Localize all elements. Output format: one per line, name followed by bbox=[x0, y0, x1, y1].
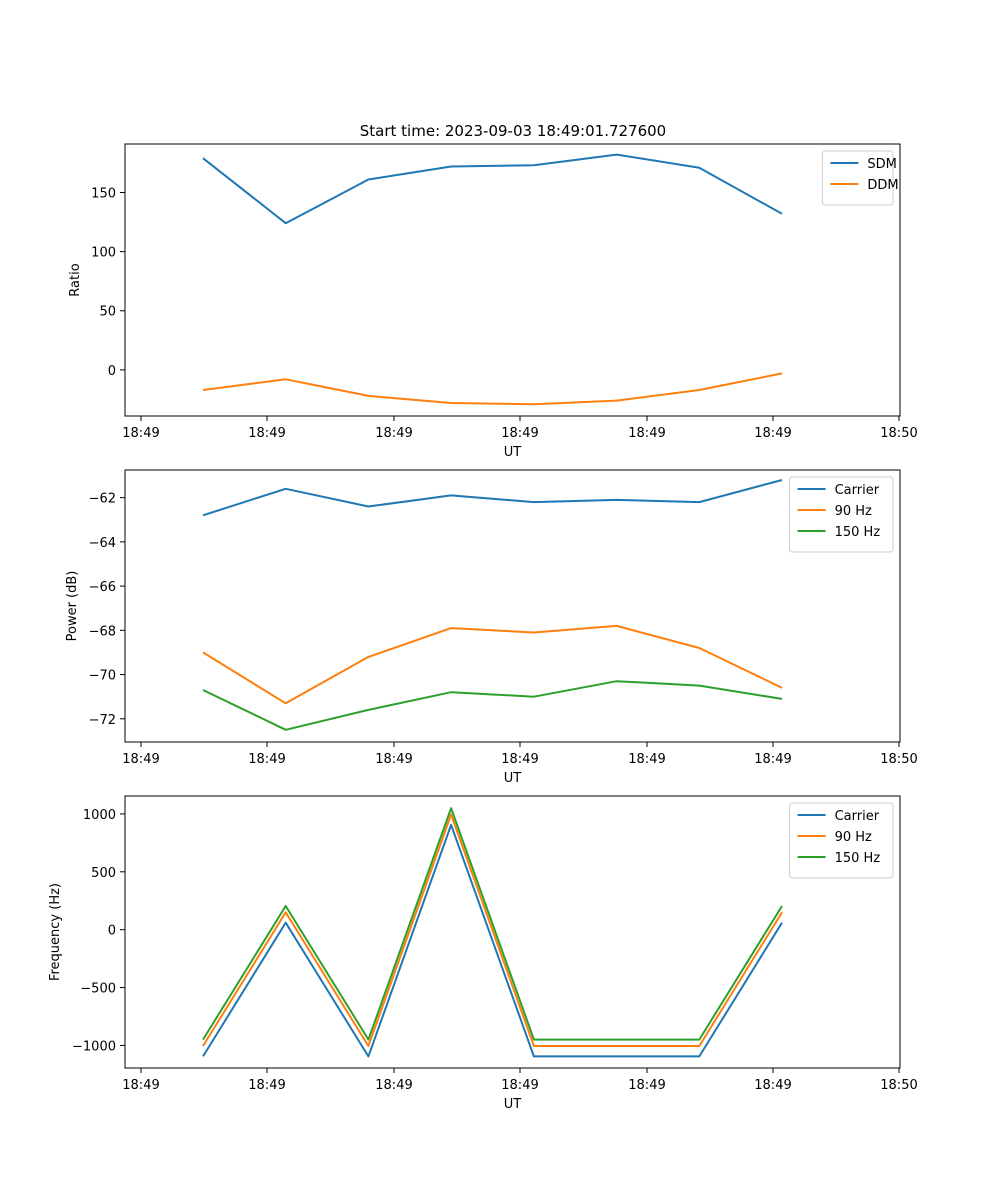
x-axis-label: UT bbox=[504, 771, 522, 786]
y-tick-label: 0 bbox=[108, 364, 116, 379]
y-tick-label: −66 bbox=[89, 580, 116, 595]
legend-entry: SDM bbox=[867, 157, 896, 172]
axes-frame bbox=[124, 469, 901, 743]
y-tick-label: −500 bbox=[80, 982, 116, 997]
series-line-150-hz bbox=[202, 807, 783, 1041]
y-tick-label: −72 bbox=[89, 713, 116, 728]
x-tick-label: 18:49 bbox=[248, 752, 285, 767]
y-tick-label: 1000 bbox=[83, 808, 116, 823]
series-line-90-hz bbox=[202, 624, 783, 705]
y-tick-label: −1000 bbox=[72, 1039, 116, 1054]
x-axis-label: UT bbox=[504, 445, 522, 460]
x-tick-label: 18:49 bbox=[248, 426, 285, 441]
x-tick-label: 18:49 bbox=[375, 1078, 412, 1093]
x-tick-label: 18:49 bbox=[122, 426, 159, 441]
x-tick-label: 18:49 bbox=[628, 426, 665, 441]
legend-entry: 150 Hz bbox=[835, 851, 881, 866]
x-tick-label: 18:49 bbox=[375, 426, 412, 441]
power-panel: 18:49 18:49 18:49 18:49 18:49 18:49 18:50 −72 −7… bbox=[65, 469, 918, 786]
x-tick-label: 18:49 bbox=[754, 1078, 791, 1093]
ratio-panel: 18:49 18:49 18:49 18:49 18:49 18:49 18:50 0 50 10… bbox=[68, 143, 918, 460]
x-tick-label: 18:49 bbox=[501, 1078, 538, 1093]
y-tick-label: 50 bbox=[99, 305, 116, 320]
x-tick-label: 18:49 bbox=[248, 1078, 285, 1093]
x-tick-label: 18:50 bbox=[880, 752, 917, 767]
legend-box bbox=[789, 802, 894, 879]
y-tick-label: −68 bbox=[89, 624, 116, 639]
legend-entry: 90 Hz bbox=[835, 504, 872, 519]
legend-entry: 90 Hz bbox=[835, 830, 872, 845]
y-tick-label: −70 bbox=[89, 669, 116, 684]
x-tick-label: 18:49 bbox=[122, 1078, 159, 1093]
series-line-90-hz bbox=[202, 813, 783, 1047]
y-tick-label: 0 bbox=[108, 924, 116, 939]
series-line-ddm bbox=[202, 372, 783, 406]
y-axis-label: Power (dB) bbox=[65, 571, 80, 642]
y-tick-label: −62 bbox=[89, 492, 116, 507]
legend-box bbox=[789, 476, 894, 553]
legend-box bbox=[821, 150, 894, 206]
x-tick-label: 18:49 bbox=[122, 752, 159, 767]
figure-title: Start time: 2023-09-03 18:49:01.727600 bbox=[360, 122, 666, 140]
legend-entry: Carrier bbox=[835, 483, 880, 498]
legend-entry: DDM bbox=[867, 178, 898, 193]
x-tick-label: 18:49 bbox=[754, 426, 791, 441]
x-tick-label: 18:49 bbox=[501, 426, 538, 441]
y-axis-label: Frequency (Hz) bbox=[48, 883, 63, 981]
x-tick-label: 18:49 bbox=[628, 752, 665, 767]
series-line-carrier bbox=[202, 823, 783, 1058]
frequency-panel: 18:49 18:49 18:49 18:49 18:49 18:49 18:50 −1000… bbox=[48, 795, 918, 1112]
y-tick-label: −64 bbox=[89, 536, 116, 551]
legend: SDM DDM bbox=[821, 150, 899, 206]
x-axis-label: UT bbox=[504, 1097, 522, 1112]
x-tick-label: 18:49 bbox=[501, 752, 538, 767]
axes-frame bbox=[124, 143, 901, 417]
series-line-150-hz bbox=[202, 680, 783, 731]
y-axis-label: Ratio bbox=[68, 263, 83, 296]
x-tick-label: 18:50 bbox=[880, 1078, 917, 1093]
legend-entry: 150 Hz bbox=[835, 525, 881, 540]
legend: Carrier 90 Hz 150 Hz bbox=[789, 802, 894, 879]
axes-frame bbox=[124, 795, 901, 1069]
x-tick-label: 18:49 bbox=[628, 1078, 665, 1093]
x-tick-label: 18:49 bbox=[375, 752, 412, 767]
y-tick-label: 150 bbox=[91, 186, 116, 201]
x-tick-label: 18:49 bbox=[754, 752, 791, 767]
legend-entry: Carrier bbox=[835, 809, 880, 824]
y-tick-label: 100 bbox=[91, 246, 116, 261]
series-line-sdm bbox=[202, 153, 783, 225]
x-tick-label: 18:50 bbox=[880, 426, 917, 441]
y-tick-label: 500 bbox=[91, 866, 116, 881]
series-line-carrier bbox=[202, 479, 783, 517]
legend: Carrier 90 Hz 150 Hz bbox=[789, 476, 894, 553]
